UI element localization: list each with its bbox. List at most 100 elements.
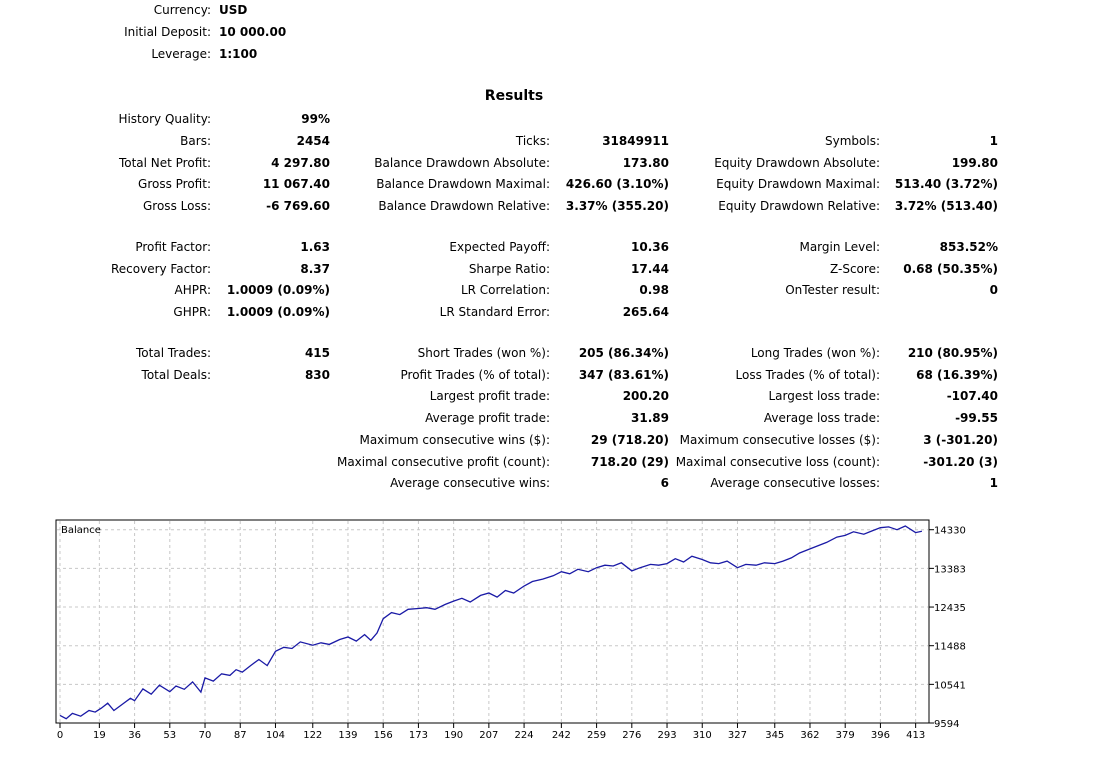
results-title: Results <box>484 88 544 104</box>
stat-value: 1.0009 (0.09%) <box>226 305 330 319</box>
stat-value: 3 (-301.20) <box>923 433 998 447</box>
x-tick-label: 224 <box>515 730 534 741</box>
stat-label: AHPR: <box>174 283 211 297</box>
stat-label: Maximum consecutive losses ($): <box>679 433 880 447</box>
stat-value: 199.80 <box>951 156 998 170</box>
stat-label: Balance Drawdown Absolute: <box>374 156 550 170</box>
stat-label: LR Standard Error: <box>439 305 550 319</box>
stat-label: History Quality: <box>118 112 211 126</box>
x-tick-label: 310 <box>693 730 712 741</box>
chart-legend-label: Balance <box>61 525 101 536</box>
x-tick-label: 36 <box>128 730 141 741</box>
balance-series-line <box>59 525 923 720</box>
x-tick-label: 104 <box>266 730 285 741</box>
stat-label: Largest loss trade: <box>768 389 880 403</box>
x-tick-label: 327 <box>728 730 747 741</box>
stat-value: -6 769.60 <box>266 199 330 213</box>
stat-label: Bars: <box>180 134 211 148</box>
stat-value: 0.98 <box>639 283 669 297</box>
stat-label: Z-Score: <box>830 262 880 276</box>
stat-value: 1 <box>989 476 998 490</box>
stat-label: Maximum consecutive wins ($): <box>359 433 550 447</box>
stat-value: 853.52% <box>939 240 998 254</box>
stat-value: 0.68 (50.35%) <box>903 262 998 276</box>
stat-label: Balance Drawdown Relative: <box>378 199 550 213</box>
x-tick-label: 19 <box>93 730 106 741</box>
x-tick-label: 362 <box>800 730 819 741</box>
x-tick-label: 345 <box>765 730 784 741</box>
stat-value: 173.80 <box>622 156 669 170</box>
stat-value: 718.20 (29) <box>590 455 669 469</box>
stat-label: Maximal consecutive loss (count): <box>675 455 880 469</box>
stat-value: 2454 <box>296 134 330 148</box>
stat-value: 426.60 (3.10%) <box>565 177 669 191</box>
x-tick-label: 156 <box>374 730 393 741</box>
header-label: Leverage: <box>151 47 211 61</box>
stat-label: Largest profit trade: <box>429 389 550 403</box>
y-tick-label: 12435 <box>934 603 966 614</box>
stat-label: Equity Drawdown Absolute: <box>714 156 880 170</box>
stat-label: Equity Drawdown Maximal: <box>716 177 880 191</box>
x-tick-label: 242 <box>552 730 571 741</box>
stat-value: 210 (80.95%) <box>907 346 998 360</box>
stat-label: Symbols: <box>825 134 880 148</box>
stat-label: Maximal consecutive profit (count): <box>336 455 550 469</box>
stat-label: Loss Trades (% of total): <box>735 368 881 382</box>
stat-value: 830 <box>304 368 330 382</box>
stat-value: 68 (16.39%) <box>916 368 998 382</box>
y-tick-label: 9594 <box>934 719 959 730</box>
stat-label: Gross Loss: <box>143 199 211 213</box>
stat-label: Profit Trades (% of total): <box>400 368 550 382</box>
x-tick-label: 139 <box>338 730 357 741</box>
stat-label: Ticks: <box>515 134 550 148</box>
stat-value: 513.40 (3.72%) <box>894 177 998 191</box>
stat-value: -301.20 (3) <box>923 455 998 469</box>
x-tick-label: 190 <box>444 730 463 741</box>
stat-value: 1 <box>989 134 998 148</box>
stat-value: 4 297.80 <box>271 156 330 170</box>
stat-label: Average profit trade: <box>425 411 550 425</box>
stat-value: 31.89 <box>631 411 669 425</box>
x-tick-label: 70 <box>199 730 212 741</box>
header-value: 1:100 <box>219 47 258 61</box>
stat-label: Average loss trade: <box>763 411 880 425</box>
chart-ticks: 0 19 36 53 70 87 104 122 139 156 173 190 207 224 242 25… <box>57 526 966 741</box>
x-tick-label: 396 <box>871 730 890 741</box>
stat-label: Margin Level: <box>799 240 880 254</box>
stat-value: 347 (83.61%) <box>578 368 669 382</box>
stat-label: Equity Drawdown Relative: <box>718 199 880 213</box>
stat-value: 200.20 <box>622 389 669 403</box>
stat-value: 29 (718.20) <box>590 433 669 447</box>
stat-value: 0 <box>989 283 998 297</box>
stat-value: 8.37 <box>300 262 330 276</box>
y-tick-label: 11488 <box>934 642 966 653</box>
stat-value: 265.64 <box>622 305 669 319</box>
x-tick-label: 276 <box>622 730 641 741</box>
stat-label: Average consecutive wins: <box>390 476 550 490</box>
stat-value: 1.63 <box>300 240 330 254</box>
stat-label: Recovery Factor: <box>110 262 211 276</box>
stat-label: Gross Profit: <box>138 177 211 191</box>
stat-value: 205 (86.34%) <box>578 346 669 360</box>
stat-label: Sharpe Ratio: <box>468 262 550 276</box>
stat-label: Total Net Profit: <box>118 156 211 170</box>
y-tick-label: 13383 <box>934 564 966 575</box>
x-tick-label: 173 <box>409 730 428 741</box>
stat-value: 1.0009 (0.09%) <box>226 283 330 297</box>
x-tick-label: 87 <box>234 730 247 741</box>
x-tick-label: 293 <box>657 730 676 741</box>
header-label: Initial Deposit: <box>124 25 211 39</box>
stat-label: GHPR: <box>173 305 211 319</box>
x-tick-label: 0 <box>57 730 63 741</box>
x-tick-label: 379 <box>836 730 855 741</box>
stat-value: 31849911 <box>602 134 669 148</box>
plot-frame <box>55 519 930 724</box>
stat-label: Total Trades: <box>136 346 211 360</box>
stat-value: 17.44 <box>631 262 669 276</box>
stat-value: -107.40 <box>946 389 998 403</box>
stat-label: OnTester result: <box>785 283 880 297</box>
x-tick-label: 207 <box>479 730 498 741</box>
stat-value: 6 <box>660 476 669 490</box>
x-tick-label: 122 <box>303 730 322 741</box>
